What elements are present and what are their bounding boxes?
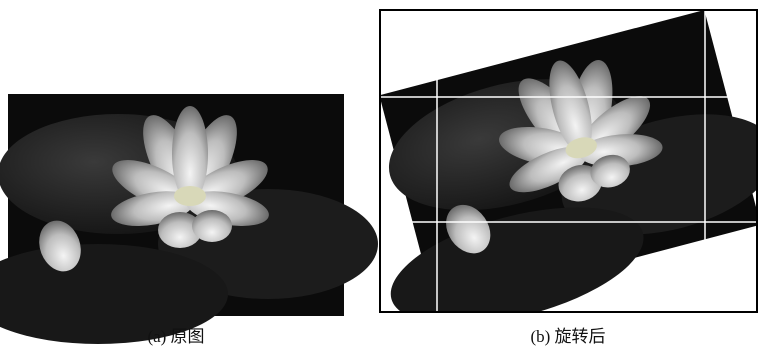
- caption: (a) 原图: [147, 327, 204, 346]
- caption: (b) 旋转后: [530, 327, 605, 346]
- original-image: [0, 94, 378, 344]
- figure: (a) 原图 (b) 旋转后: [0, 0, 758, 351]
- rotated-image: [341, 1, 758, 347]
